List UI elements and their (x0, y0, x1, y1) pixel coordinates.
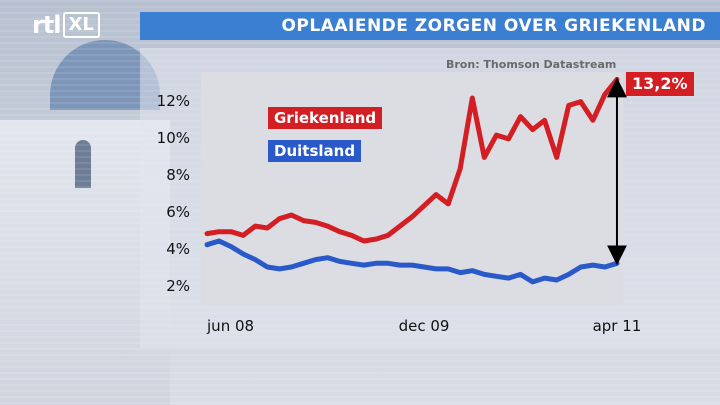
x-tick-label: jun 08 (207, 317, 255, 335)
end-value-label: 13,2% (626, 72, 694, 96)
y-tick-label: 4% (166, 240, 190, 259)
y-tick-label: 6% (166, 203, 190, 222)
logo-main-text: rtl (32, 11, 62, 39)
title-bar: OPLAAIENDE ZORGEN OVER GRIEKENLAND (140, 12, 720, 40)
y-tick-label: 2% (166, 277, 190, 296)
legend-duitsland: Duitsland (268, 140, 362, 162)
channel-logo: rtl XL (32, 10, 100, 40)
background-window (75, 140, 91, 188)
y-tick-label: 12% (156, 91, 190, 110)
x-tick-label: dec 09 (398, 317, 450, 335)
y-tick-label: 8% (166, 166, 190, 184)
legend-griekenland: Griekenland (268, 107, 383, 129)
series-line-duitsland (204, 238, 620, 285)
series-line-griekenland (204, 76, 620, 244)
source-credit: Bron: Thomson Datastream (446, 58, 617, 71)
logo-box-text: XL (62, 12, 100, 38)
y-tick-label: 10% (156, 128, 190, 147)
x-tick-label: apr 11 (592, 317, 642, 335)
chart-title: OPLAAIENDE ZORGEN OVER GRIEKENLAND (281, 16, 706, 36)
